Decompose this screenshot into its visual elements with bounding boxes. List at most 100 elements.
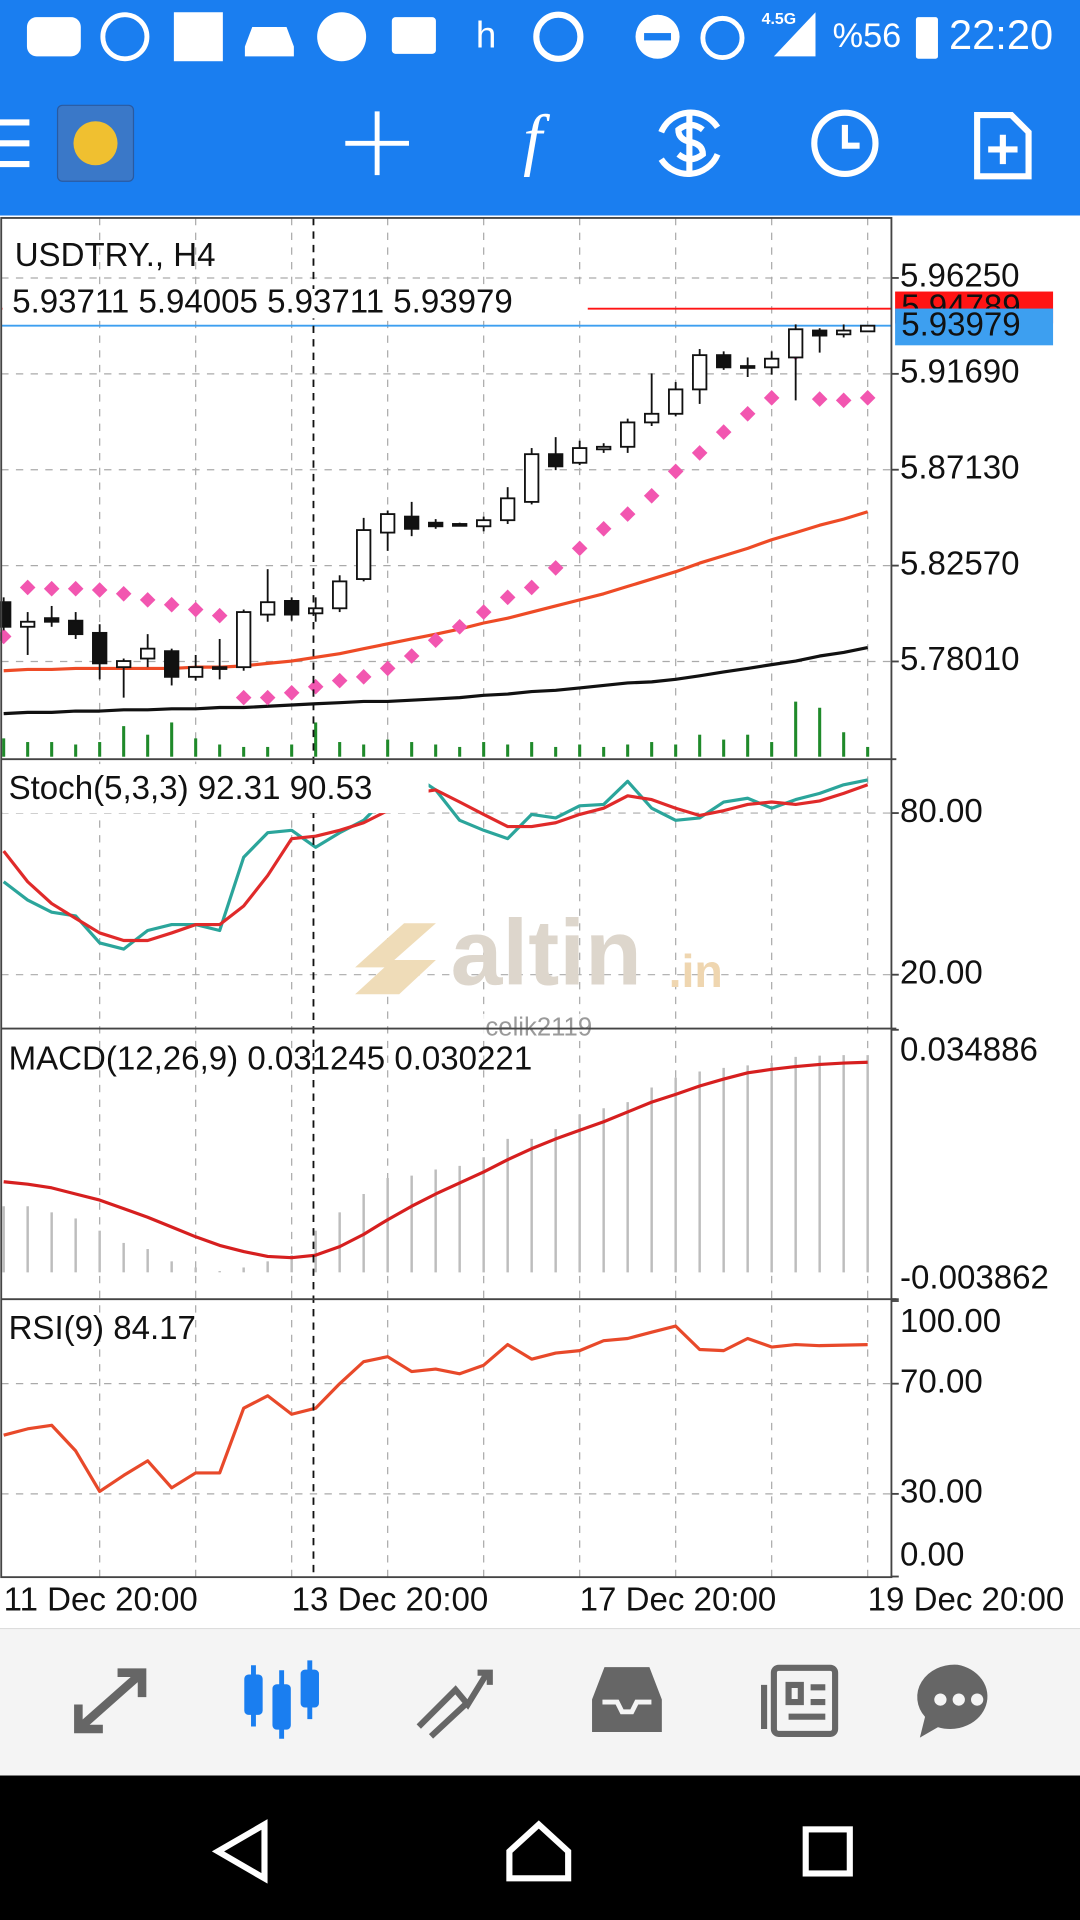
candle-body (356, 529, 372, 580)
bottom-nav-icons (74, 1660, 988, 1739)
new-order-button[interactable] (974, 112, 1032, 180)
watermark-brand: altin (451, 901, 642, 1005)
candle-body (500, 497, 516, 522)
indicator-line (2, 783, 869, 943)
symbol-title: USDTRY., H4 (15, 237, 216, 274)
x-tick-label: 19 Dec 20:00 (868, 1581, 1065, 1618)
bid-label: 5.93979 (901, 307, 1020, 344)
candle-body (572, 447, 588, 464)
app-icon-logo (73, 121, 118, 166)
candle-body (428, 521, 444, 528)
candle-body (284, 600, 300, 616)
network-type: 4.5G (762, 11, 796, 28)
system-nav-buttons (211, 1819, 853, 1884)
y-tick-label: -0.003862 (900, 1259, 1049, 1296)
rsi-value: 84.17 (113, 1310, 196, 1347)
candle-body (476, 519, 492, 528)
chart-area (0, 215, 1080, 1629)
sar-dot (91, 582, 108, 598)
candle-body (644, 412, 660, 424)
sar-dot (451, 618, 468, 635)
bottom-nav (0, 1628, 1080, 1776)
candle-body (764, 357, 780, 369)
quotes-tab[interactable] (74, 1668, 147, 1734)
home-button[interactable] (506, 1820, 572, 1882)
watermark-logo (355, 923, 436, 995)
y-tick-label: 5.87130 (900, 449, 1019, 486)
close-value: 5.93979 (393, 283, 512, 320)
status-icons (26, 11, 938, 62)
candle-body (524, 453, 540, 503)
watermark: altin .in (355, 901, 723, 1005)
candle-body (44, 617, 60, 623)
clock: 22:20 (949, 11, 1053, 58)
candle-body (116, 660, 132, 669)
candle-body (308, 607, 324, 615)
watermark-user: celik2119 (485, 1013, 592, 1041)
candle-body (332, 580, 348, 610)
stoch-label-background (2, 764, 429, 814)
stoch-main: 92.31 (198, 770, 281, 807)
high-value: 5.94005 (138, 283, 257, 320)
chart-tab[interactable] (244, 1660, 319, 1739)
macd-signal: 0.030221 (394, 1040, 532, 1077)
macd-title: MACD(12,26,9) (9, 1040, 239, 1077)
macd-main: 0.031245 (247, 1040, 385, 1077)
candle-body (380, 513, 396, 534)
trade-tab[interactable] (416, 1669, 493, 1739)
y-tick-label: 0.034886 (900, 1032, 1038, 1069)
y-tick-label: 5.78010 (900, 641, 1019, 678)
history-tab[interactable] (592, 1667, 662, 1733)
status-letter: h (476, 15, 496, 56)
bid-box (895, 308, 1054, 346)
battery-level: %56 (833, 17, 902, 55)
rsi-label: RSI(9) 84.17 (9, 1310, 196, 1347)
stoch-label: Stoch(5,3,3) 92.31 90.53 (9, 770, 373, 807)
news-tab[interactable] (761, 1664, 839, 1737)
menu-button[interactable] (0, 119, 30, 168)
y-tick-label: 30.00 (900, 1474, 983, 1511)
x-tick-label: 17 Dec 20:00 (580, 1581, 777, 1618)
candle-body (68, 619, 84, 636)
y-tick-label: 80.00 (900, 793, 983, 830)
stoch-title: Stoch(5,3,3) (9, 770, 189, 807)
candle-body (236, 611, 252, 669)
watermark-suffix: .in (669, 945, 723, 997)
candle-body (164, 650, 180, 678)
grid (1, 217, 892, 1578)
trade-button[interactable] (658, 109, 721, 178)
candle-body (860, 324, 876, 333)
ohlc-readout: 5.93711 5.94005 5.93711 5.93979 (12, 283, 513, 320)
y-tick-label: 100.00 (900, 1303, 1001, 1340)
recents-button[interactable] (802, 1826, 853, 1877)
candle-body (596, 445, 612, 451)
candle-body (740, 365, 756, 369)
sar-dot (619, 506, 636, 522)
candle-body (20, 620, 36, 628)
candle-body (812, 329, 828, 337)
candle-body (668, 388, 684, 415)
candle-body (0, 601, 12, 628)
chat-tab[interactable] (917, 1664, 988, 1738)
header-background (2, 288, 588, 319)
candle-body (548, 453, 564, 468)
rsi-title: RSI(9) (9, 1310, 104, 1347)
y-tick-label: 0.00 (900, 1537, 964, 1574)
candle-body (836, 329, 852, 336)
candle-body (452, 523, 468, 527)
sar-dot (67, 580, 84, 597)
crosshair-button[interactable] (345, 111, 409, 176)
low-value: 5.93711 (267, 283, 384, 320)
y-tick-label: 5.91690 (900, 354, 1019, 391)
toolbar: f (0, 102, 1032, 182)
y-tick-label: 70.00 (900, 1363, 983, 1400)
x-tick-label: 11 Dec 20:00 (4, 1581, 198, 1618)
candle-body (188, 666, 204, 678)
period-button[interactable] (811, 109, 879, 177)
back-button[interactable] (211, 1819, 268, 1884)
panel-borders (0, 217, 897, 1579)
candle-body (212, 666, 228, 670)
x-tick-label: 13 Dec 20:00 (292, 1581, 489, 1618)
candle-body (260, 601, 276, 616)
